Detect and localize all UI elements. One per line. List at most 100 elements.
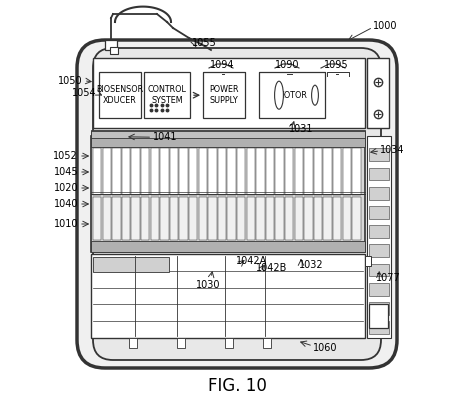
Text: 1054: 1054 — [72, 88, 96, 98]
Bar — [352, 148, 361, 195]
FancyBboxPatch shape — [93, 48, 381, 360]
Text: 1041: 1041 — [153, 132, 177, 142]
Bar — [179, 197, 188, 240]
Bar — [170, 197, 178, 240]
Text: 1000: 1000 — [373, 21, 398, 31]
Bar — [314, 148, 322, 195]
FancyBboxPatch shape — [77, 40, 397, 368]
Bar — [208, 197, 217, 240]
Bar — [263, 338, 271, 348]
Bar — [102, 197, 111, 240]
Ellipse shape — [274, 81, 283, 109]
Text: 1077: 1077 — [376, 273, 401, 283]
Bar — [122, 148, 130, 195]
Bar — [295, 148, 303, 195]
Bar — [160, 148, 169, 195]
Bar — [228, 148, 236, 195]
Text: 1095: 1095 — [324, 60, 348, 70]
Text: 1040: 1040 — [54, 199, 78, 209]
Text: 1052: 1052 — [54, 151, 78, 161]
Bar — [144, 72, 190, 118]
Bar — [369, 283, 389, 296]
Bar — [295, 197, 303, 240]
Text: 1030: 1030 — [196, 280, 220, 290]
Bar — [369, 304, 388, 328]
Bar — [285, 197, 293, 240]
Text: 1034: 1034 — [380, 145, 405, 155]
Ellipse shape — [311, 85, 319, 105]
Bar — [225, 338, 233, 348]
Bar — [369, 302, 389, 315]
Text: 1045: 1045 — [54, 167, 78, 177]
Bar — [369, 264, 389, 276]
Bar — [91, 131, 365, 138]
Bar — [367, 58, 389, 128]
Bar — [122, 197, 130, 240]
Text: CONTROL
SYSTEM: CONTROL SYSTEM — [148, 85, 187, 105]
Bar — [285, 148, 293, 195]
Bar — [369, 168, 389, 180]
Bar — [91, 241, 365, 252]
Bar — [141, 197, 149, 240]
Bar — [131, 197, 140, 240]
Bar — [160, 197, 169, 240]
Bar — [93, 197, 101, 240]
Bar — [323, 197, 332, 240]
Bar — [304, 148, 312, 195]
Bar — [102, 148, 111, 195]
Text: 1020: 1020 — [54, 183, 78, 193]
Bar — [256, 197, 264, 240]
Text: BIOSENSOR
XDUCER: BIOSENSOR XDUCER — [96, 85, 144, 105]
Bar — [91, 254, 365, 338]
Bar — [151, 197, 159, 240]
Bar — [93, 148, 101, 195]
Bar — [365, 256, 371, 266]
Bar — [141, 148, 149, 195]
Bar — [129, 338, 137, 348]
Bar — [237, 148, 246, 195]
Bar — [369, 206, 389, 219]
Text: 1090: 1090 — [275, 60, 299, 70]
Text: 1042B: 1042B — [256, 263, 288, 273]
Bar — [369, 187, 389, 200]
Bar — [369, 148, 389, 161]
Bar — [304, 197, 312, 240]
Bar — [170, 148, 178, 195]
Text: 1060: 1060 — [313, 343, 337, 353]
Bar — [228, 197, 236, 240]
Bar — [179, 148, 188, 195]
Bar — [91, 136, 365, 252]
Bar — [314, 197, 322, 240]
Bar — [177, 338, 185, 348]
Bar — [91, 130, 365, 138]
Bar — [105, 40, 117, 50]
Bar — [323, 148, 332, 195]
Bar — [259, 72, 325, 118]
Bar — [367, 136, 391, 338]
Text: FIG. 10: FIG. 10 — [208, 377, 266, 395]
Bar — [131, 148, 140, 195]
Bar — [256, 148, 264, 195]
Bar — [343, 197, 351, 240]
Bar — [199, 148, 207, 195]
Bar — [112, 197, 120, 240]
Bar — [208, 148, 217, 195]
Text: MOTOR: MOTOR — [277, 90, 307, 100]
Bar — [343, 148, 351, 195]
Bar — [246, 197, 255, 240]
Bar — [275, 197, 284, 240]
Bar — [275, 148, 284, 195]
Bar — [189, 148, 197, 195]
Bar — [266, 148, 274, 195]
Bar — [218, 197, 226, 240]
Text: 1094: 1094 — [210, 60, 235, 70]
Bar — [93, 58, 365, 128]
Text: POWER
SUPPLY: POWER SUPPLY — [209, 85, 239, 105]
Text: 1010: 1010 — [54, 219, 78, 229]
Bar — [352, 197, 361, 240]
Text: 1050: 1050 — [58, 76, 83, 86]
Text: 1055: 1055 — [192, 38, 217, 48]
Bar — [112, 148, 120, 195]
Bar — [369, 244, 389, 257]
Bar — [93, 257, 169, 272]
